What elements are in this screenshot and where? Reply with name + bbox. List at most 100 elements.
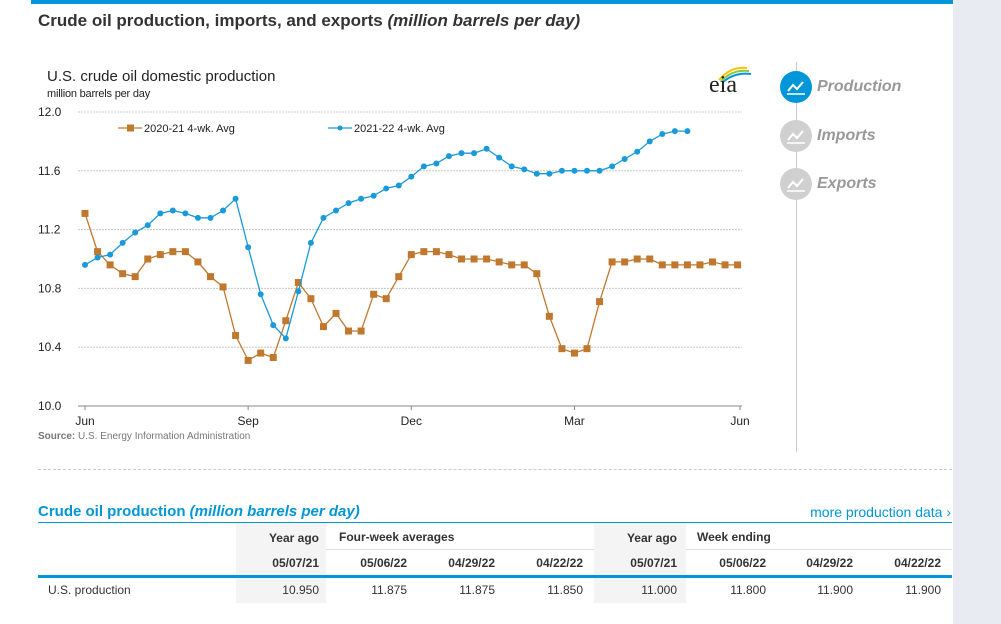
data-point: [94, 248, 102, 256]
data-point: [533, 270, 541, 278]
data-point: [244, 356, 252, 364]
production-value: 11.000: [641, 583, 677, 597]
data-point: [470, 255, 478, 263]
group-underline: [686, 549, 952, 550]
data-point: [107, 251, 114, 258]
table-top-rule: [38, 522, 952, 523]
data-point: [433, 160, 440, 167]
data-point: [207, 273, 214, 281]
chart-title: U.S. crude oil domestic production: [47, 68, 276, 85]
data-point: [294, 279, 302, 287]
y-tick-label: 10.8: [38, 281, 62, 295]
data-point: [496, 154, 503, 161]
data-point: [370, 192, 377, 199]
data-point: [570, 349, 578, 357]
data-point: [232, 331, 240, 339]
nav-label-exports: Exports: [817, 175, 877, 192]
data-point: [181, 248, 189, 256]
date-header: 04/29/22: [806, 556, 853, 570]
data-point: [734, 261, 742, 269]
y-tick-label: 10.0: [38, 399, 62, 413]
data-point: [508, 163, 515, 170]
eia-logo: eia: [709, 64, 752, 100]
data-point: [458, 150, 465, 157]
legend-label: 2021-22 4-wk. Avg: [354, 123, 445, 135]
data-point: [646, 255, 654, 263]
data-point: [558, 345, 566, 353]
production-value: 11.900: [905, 583, 941, 597]
data-point: [382, 295, 390, 303]
table-title-text: Crude oil production: [38, 503, 186, 520]
legend-marker: [337, 125, 343, 131]
data-point: [545, 312, 553, 320]
data-point: [458, 255, 465, 263]
data-point: [119, 270, 127, 278]
line-chart-icon: [780, 120, 812, 152]
data-point: [219, 283, 227, 291]
data-point: [445, 153, 452, 160]
data-point: [131, 273, 139, 281]
data-point: [395, 182, 402, 189]
x-tick-label: Dec: [401, 414, 422, 428]
data-point: [483, 255, 491, 263]
series-line-2021-22: [84, 130, 688, 340]
nav-item-exports[interactable]: Exports: [780, 168, 877, 200]
data-point: [658, 261, 666, 269]
data-point: [408, 173, 415, 180]
header-year-ago: Year ago: [268, 531, 319, 545]
data-point: [584, 167, 590, 174]
data-point: [220, 207, 227, 214]
date-header: 05/06/22: [719, 556, 766, 570]
data-point: [345, 200, 352, 207]
data-point: [671, 128, 678, 135]
data-point: [82, 261, 88, 268]
data-point: [106, 261, 114, 269]
data-point: [156, 251, 164, 259]
header-four-week-averages: Four-week averages: [339, 530, 455, 544]
data-point: [696, 261, 704, 269]
table-title: Crude oil production (million barrels pe…: [38, 503, 360, 520]
production-value: 11.875: [371, 583, 407, 597]
x-tick-label: Jun: [75, 414, 94, 428]
data-point: [508, 261, 516, 269]
nav-item-production[interactable]: Production: [780, 71, 901, 103]
production-value: 11.900: [817, 583, 853, 597]
data-point: [571, 167, 578, 174]
data-point: [671, 261, 679, 269]
data-point: [270, 322, 277, 329]
data-point: [533, 170, 540, 177]
date-header: 04/29/22: [448, 556, 495, 570]
header-year-ago: Year ago: [626, 531, 677, 545]
data-point: [132, 229, 139, 236]
data-point: [521, 166, 528, 173]
data-point: [546, 170, 553, 177]
data-point: [370, 290, 378, 298]
production-value: 11.800: [730, 583, 766, 597]
data-point: [407, 251, 415, 259]
data-point: [633, 255, 641, 263]
chart-unit-label: million barrels per day: [47, 88, 150, 100]
more-production-data-link[interactable]: more production data ›: [810, 504, 951, 520]
data-point: [81, 209, 89, 217]
legend-marker: [127, 124, 134, 132]
data-point: [445, 251, 453, 259]
y-tick-label: 11.6: [38, 164, 61, 178]
data-point: [144, 255, 152, 263]
source-label: Source:: [38, 431, 76, 442]
data-point: [194, 214, 201, 221]
chart-source: Source: U.S. Energy Information Administ…: [38, 431, 250, 442]
production-value: 10.950: [282, 583, 319, 597]
nav-label-production: Production: [817, 78, 902, 95]
nav-item-imports[interactable]: Imports: [780, 120, 876, 152]
data-point: [383, 185, 390, 192]
data-point: [558, 167, 565, 174]
data-point: [709, 258, 716, 266]
data-point: [432, 248, 440, 256]
data-point: [596, 298, 604, 306]
data-point: [621, 156, 628, 163]
x-tick-label: Sep: [237, 414, 259, 428]
data-point: [420, 248, 428, 256]
data-point: [684, 128, 691, 135]
data-point: [659, 131, 666, 138]
data-point: [483, 145, 490, 152]
